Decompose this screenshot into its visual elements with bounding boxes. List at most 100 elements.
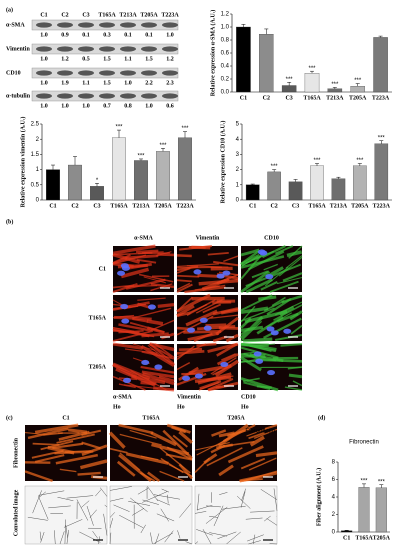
fiber (118, 323, 150, 332)
fiber (176, 349, 205, 355)
fiber (27, 427, 69, 440)
fiber (112, 314, 135, 319)
blot-band (120, 70, 136, 76)
nucleus (199, 317, 208, 323)
fiber (146, 319, 164, 326)
nucleus (120, 303, 129, 310)
fiber (197, 372, 232, 385)
nucleus (222, 270, 231, 276)
fiber (112, 327, 150, 338)
nucleus (253, 351, 262, 357)
convoluted-line (89, 509, 97, 518)
convoluted-line (250, 510, 275, 513)
convoluted-line (209, 532, 227, 537)
blot-band (141, 93, 157, 99)
blot-band (162, 46, 178, 52)
y-tick-label: 6 (332, 477, 336, 483)
y-tick-label: 3 (236, 152, 240, 158)
fiber (288, 245, 303, 259)
legend-stain: Vimentin (177, 394, 201, 400)
fiber (147, 471, 161, 483)
convoluted-line (219, 492, 228, 495)
bar (68, 164, 82, 201)
bar (245, 184, 260, 201)
fiber (255, 451, 278, 458)
nucleus (270, 330, 279, 336)
convoluted-line (147, 486, 159, 502)
legend-stain: CD10 (241, 394, 256, 400)
y-tick-label: 2.5 (31, 122, 40, 128)
x-tick-label: T223A (176, 203, 194, 209)
convoluted-line (109, 497, 124, 502)
convoluted-line (156, 513, 175, 522)
fiber (176, 265, 199, 272)
fiber (34, 454, 65, 463)
convoluted-line (64, 519, 66, 545)
significance: *** (286, 77, 294, 83)
convoluted-line (54, 530, 56, 545)
x-tick-label: C2 (270, 203, 277, 209)
blot-value: 0.3 (103, 32, 111, 38)
fiber (240, 248, 260, 257)
blot-band (36, 70, 52, 76)
blot-band (141, 46, 157, 52)
fiber (128, 262, 153, 270)
fiber (207, 251, 229, 256)
blot-row-label: CD10 (6, 70, 21, 76)
error-bar (272, 169, 277, 172)
convoluted-line (179, 503, 192, 518)
significance: *** (181, 126, 189, 132)
column-header: α-SMA (134, 235, 153, 241)
y-tick-label: 0.0 (221, 90, 230, 96)
x-tick-label: C1 (343, 535, 350, 541)
blot-band (78, 22, 94, 28)
convoluted-line (264, 515, 271, 522)
blot-band (78, 46, 94, 52)
convoluted-line (65, 524, 68, 539)
blot-band (141, 70, 157, 76)
nucleus (259, 250, 268, 256)
fiber (264, 266, 289, 287)
fiber (178, 430, 194, 444)
convoluted-line (226, 531, 241, 545)
blot-value: 1.5 (103, 80, 111, 86)
bar (353, 165, 367, 201)
fiber (158, 375, 175, 382)
legend-nuclei: Ho (113, 404, 121, 410)
convoluted-line (206, 505, 222, 508)
fiber (142, 372, 175, 386)
fiber (176, 361, 191, 371)
error-bar (51, 164, 55, 170)
fiber (240, 457, 266, 470)
significance: *** (354, 78, 362, 84)
blot-value: 2.2 (145, 80, 153, 86)
error-bar (336, 176, 341, 179)
fiber (203, 453, 218, 465)
fiber (289, 310, 303, 321)
y-tick-label: 1 (36, 167, 40, 173)
fiber (157, 303, 175, 309)
fiber (256, 315, 284, 335)
fiber (227, 445, 264, 464)
fiber (253, 428, 278, 440)
significance: *** (308, 66, 316, 72)
lane-label: T213A (119, 12, 137, 18)
fiber (248, 431, 265, 440)
row-label: T165A (89, 315, 107, 321)
convoluted-line (27, 516, 48, 521)
blot-value: 1.0 (40, 56, 48, 62)
y-tick-label: 1.2 (221, 12, 230, 18)
fiber (178, 347, 203, 352)
error-bar (241, 24, 246, 27)
significance: *** (271, 164, 279, 170)
fiber (124, 348, 158, 354)
fiber (240, 270, 271, 294)
fiber (137, 297, 166, 301)
convoluted-line (38, 496, 49, 520)
fiber (196, 439, 227, 456)
convoluted-line (32, 490, 42, 514)
fiber (149, 343, 175, 365)
fiber (178, 366, 199, 381)
fiber (239, 471, 278, 483)
